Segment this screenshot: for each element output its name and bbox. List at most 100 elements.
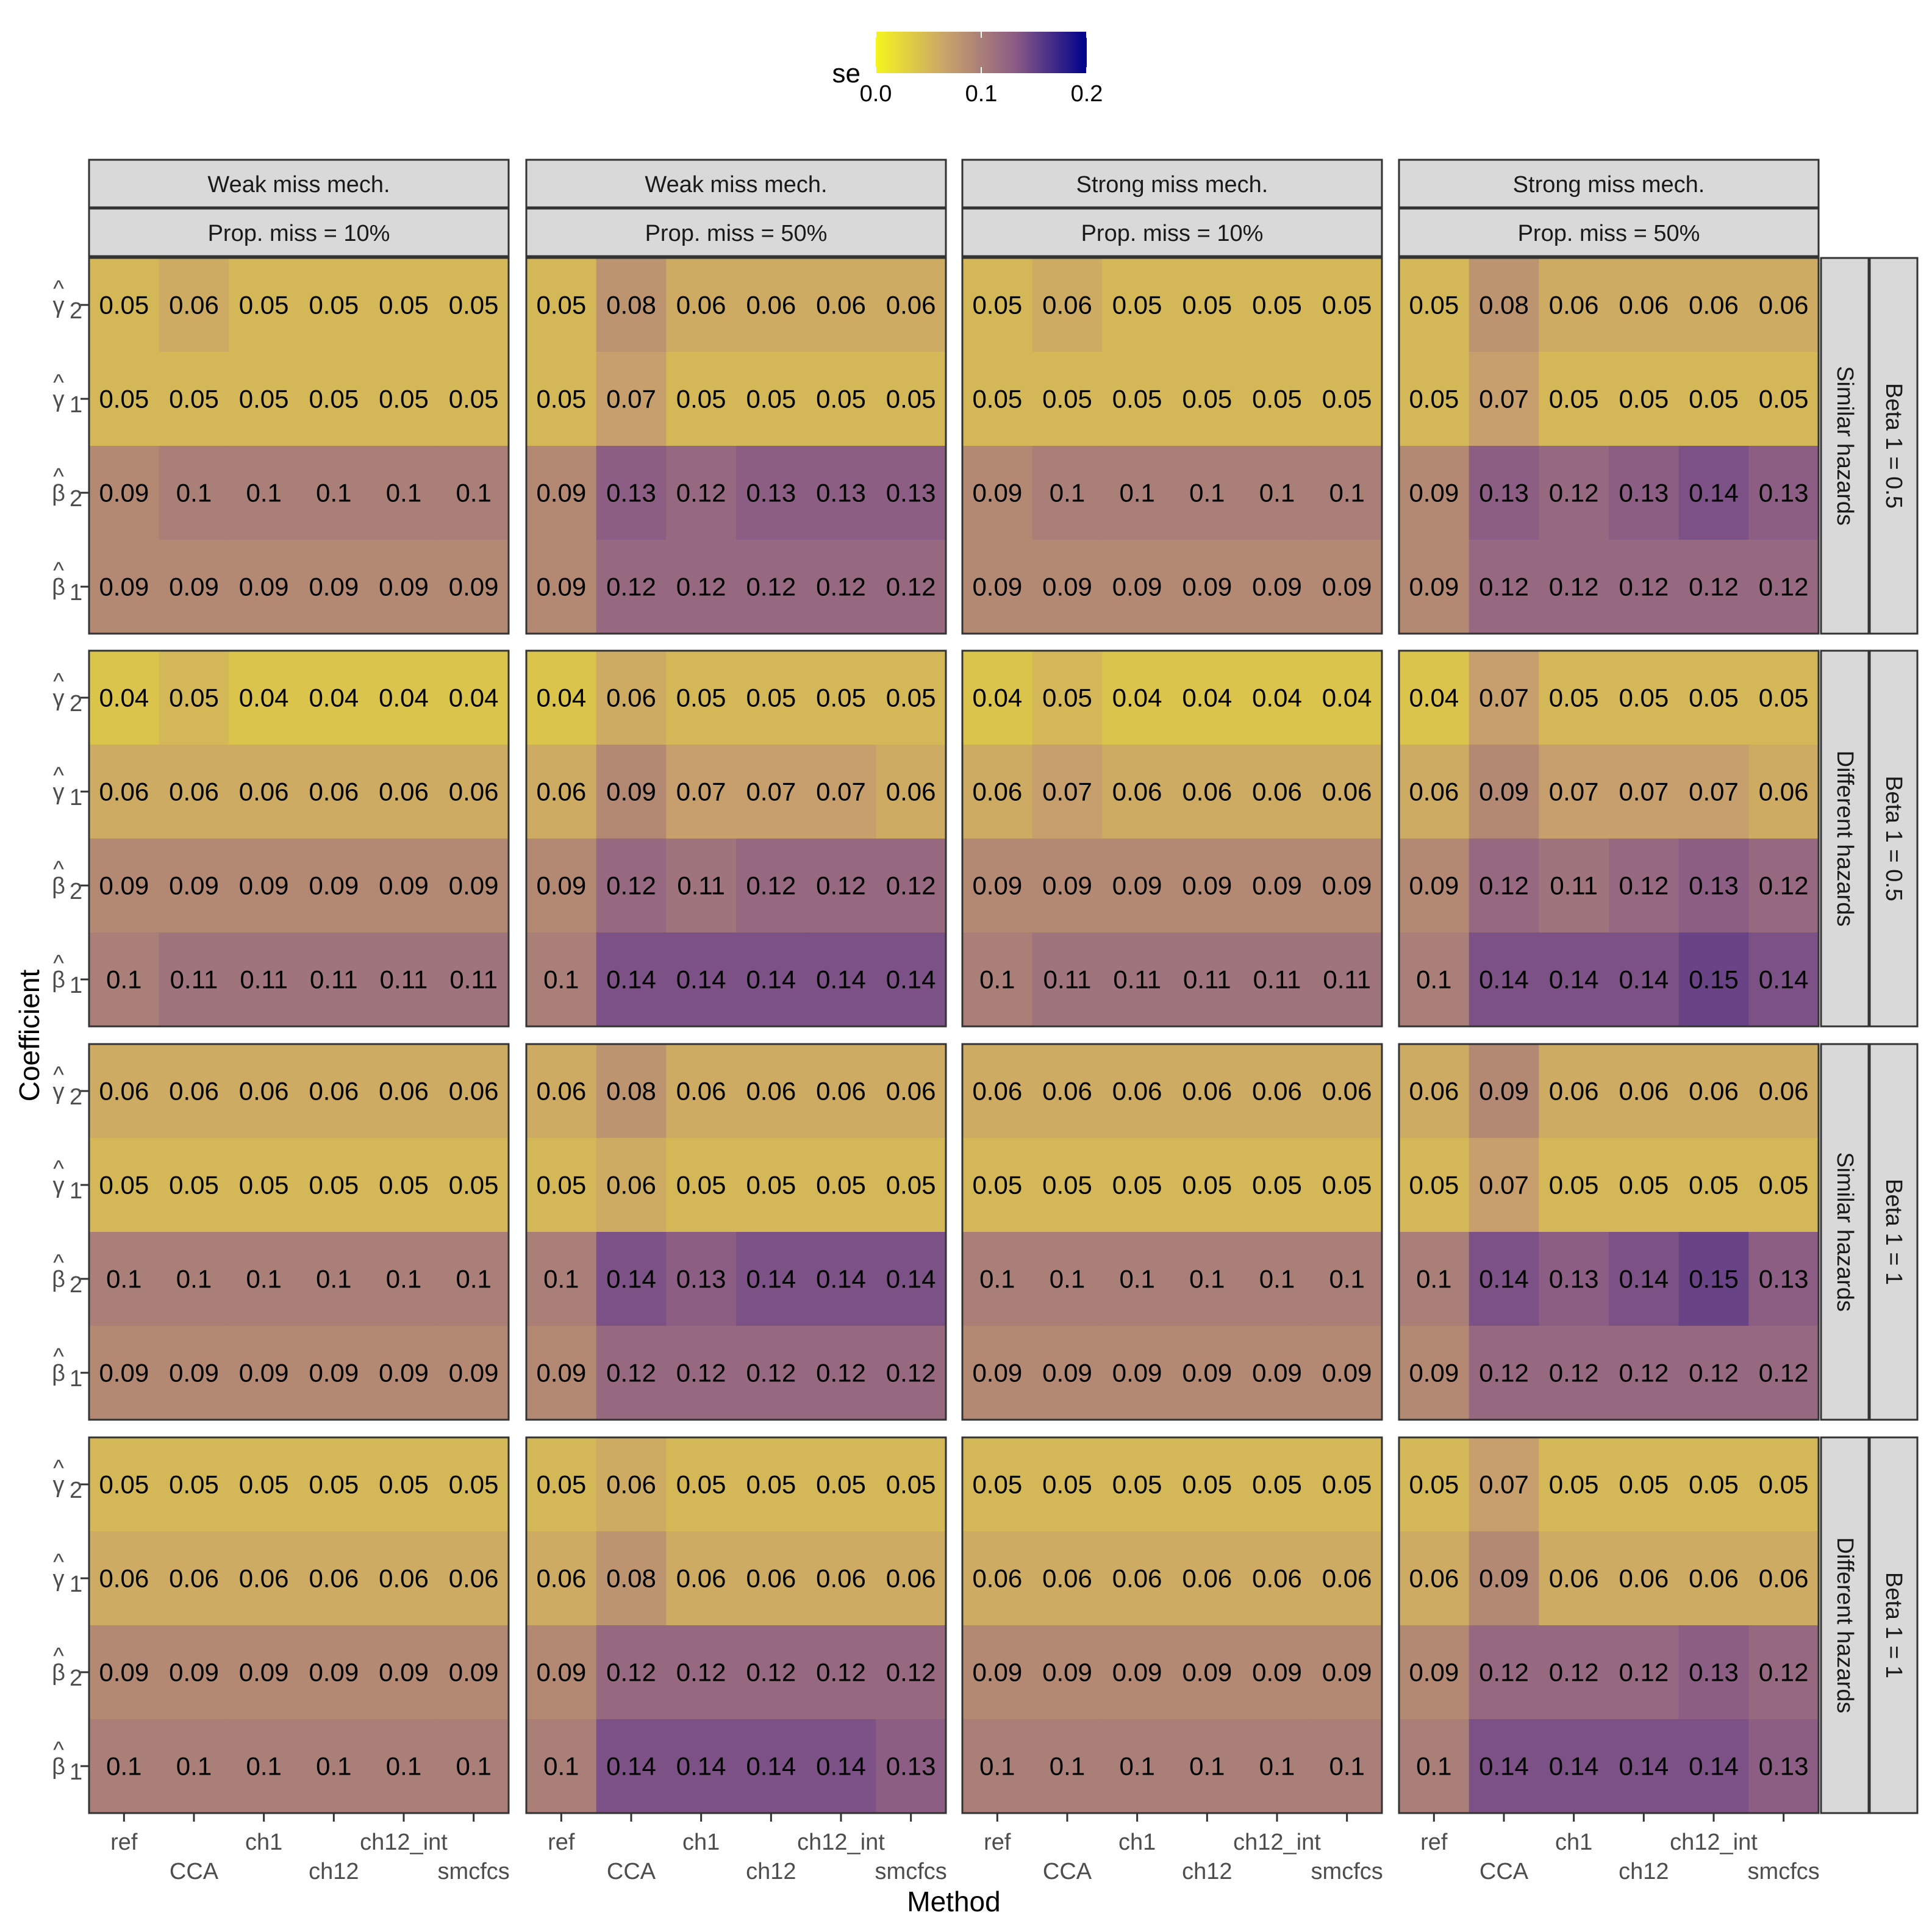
heatmap-cell <box>1678 1719 1749 1814</box>
heatmap-cell <box>1399 1326 1470 1420</box>
y-tick-hat: ^ <box>53 1550 64 1575</box>
cell-value-label: 0.14 <box>1689 1752 1739 1781</box>
cell-value-label: 0.05 <box>309 385 359 413</box>
cell-value-label: 0.05 <box>746 1470 796 1499</box>
cell-value-label: 0.06 <box>1409 778 1459 806</box>
cell-value-label: 0.06 <box>1689 291 1739 320</box>
heatmap-cell <box>1609 1531 1680 1626</box>
heatmap-cell <box>962 352 1033 446</box>
cell-value-label: 0.06 <box>886 291 936 320</box>
heatmap-cell <box>1032 540 1103 634</box>
column-strip-prop-label: Prop. miss = 50% <box>645 221 828 246</box>
heatmap-cell <box>1748 446 1819 540</box>
cell-value-label: 0.05 <box>309 1171 359 1200</box>
cell-value-label: 0.12 <box>1619 1359 1669 1387</box>
heatmap-cell <box>1242 352 1312 446</box>
cell-value-label: 0.12 <box>746 573 796 601</box>
heatmap-panel: 0.06 0.09 0.06 0.06 0.06 0.06 0.05 0.07 0.05 0.05… <box>1398 1043 1820 1421</box>
cell-value-label: 0.14 <box>1619 965 1669 994</box>
cell-value-label: 0.06 <box>1619 291 1669 320</box>
cell-value-label: 0.05 <box>1689 1171 1739 1200</box>
cell-value-label: 0.12 <box>1479 1658 1529 1687</box>
heatmap-cell <box>229 1625 299 1720</box>
heatmap-cell <box>299 651 370 745</box>
heatmap-cell <box>806 1044 876 1139</box>
y-tick-hat: ^ <box>53 1344 64 1370</box>
heatmap-panel: 0.06 0.08 0.06 0.06 0.06 0.06 0.05 0.06 0.05 0.05… <box>525 1043 947 1421</box>
heatmap-cell <box>1172 1625 1243 1720</box>
cell-value-label: 0.05 <box>1759 684 1809 712</box>
cell-value-label: 0.06 <box>1689 1564 1739 1593</box>
heatmap-cell <box>876 1719 946 1814</box>
heatmap-cell <box>229 258 299 352</box>
cell-value-label: 0.06 <box>1112 1564 1162 1593</box>
heatmap-cell <box>159 745 229 839</box>
heatmap-cell <box>1242 258 1312 352</box>
cell-value-label: 0.09 <box>1409 479 1459 507</box>
heatmap-cell <box>806 1437 876 1532</box>
heatmap-cell <box>368 932 439 1027</box>
heatmap-panel: 0.06 0.06 0.06 0.06 0.06 0.06 0.05 0.05 0.05 0.05… <box>88 1043 510 1421</box>
heatmap-cell <box>666 540 737 634</box>
cell-value-label: 0.09 <box>379 1359 429 1387</box>
cell-value-label: 0.09 <box>536 573 586 601</box>
cell-value-label: 0.13 <box>1689 871 1739 900</box>
heatmap-cell <box>806 446 876 540</box>
cell-value-label: 0.05 <box>99 1470 149 1499</box>
x-tick-label: ch12_int <box>1233 1830 1321 1855</box>
heatmap-cell <box>806 352 876 446</box>
cell-value-label: 0.09 <box>1409 1658 1459 1687</box>
x-tick-label: smcfcs <box>1748 1859 1820 1884</box>
cell-value-label: 0.05 <box>972 291 1022 320</box>
y-tick-hat: ^ <box>53 1156 64 1182</box>
cell-value-label: 0.06 <box>676 291 726 320</box>
cell-value-label: 0.09 <box>1322 1658 1372 1687</box>
cell-value-label: 0.05 <box>169 385 219 413</box>
panel-border <box>525 1043 947 1421</box>
heatmap-cell <box>229 352 299 446</box>
heatmap-cell <box>962 1531 1033 1626</box>
heatmap-cell <box>89 1138 160 1233</box>
heatmap-cell <box>1032 1531 1103 1626</box>
cell-value-label: 0.06 <box>746 1077 796 1106</box>
cell-value-label: 0.06 <box>99 778 149 806</box>
cell-value-label: 0.06 <box>1322 1564 1372 1593</box>
heatmap-cell <box>666 1625 737 1720</box>
cell-value-label: 0.07 <box>1479 1171 1529 1200</box>
heatmap-cell <box>1172 1719 1243 1814</box>
y-tick-label: γ <box>53 685 65 711</box>
heatmap-cell <box>1032 932 1103 1027</box>
x-tick-label: ref <box>110 1830 138 1855</box>
heatmap-cell <box>526 1437 597 1532</box>
cell-value-label: 0.09 <box>169 1658 219 1687</box>
column-strip-mech <box>961 159 1383 209</box>
column-strip-prop-label: Prop. miss = 50% <box>1518 221 1700 246</box>
cell-value-label: 0.06 <box>536 1564 586 1593</box>
heatmap-cell <box>1242 839 1312 933</box>
cell-value-label: 0.05 <box>1252 385 1302 413</box>
heatmap-cell <box>806 932 876 1027</box>
cell-value-label: 0.09 <box>449 573 499 601</box>
heatmap-cell <box>1748 352 1819 446</box>
cell-value-label: 0.05 <box>99 291 149 320</box>
cell-value-label: 0.05 <box>169 1470 219 1499</box>
cell-value-label: 0.12 <box>746 871 796 900</box>
heatmap-cell <box>1399 540 1470 634</box>
cell-value-label: 0.13 <box>676 1265 726 1293</box>
heatmap-panels: 0.05 0.06 0.05 0.05 0.05 0.05 0.05 0.05 0.05 0.05… <box>88 257 1820 1814</box>
cell-value-label: 0.06 <box>1112 1077 1162 1106</box>
cell-value-label: 0.07 <box>1479 684 1529 712</box>
heatmap-cell <box>1399 932 1470 1027</box>
heatmap-cell <box>962 932 1033 1027</box>
heatmap-cell <box>596 651 667 745</box>
cell-value-label: 0.09 <box>536 1658 586 1687</box>
cell-value-label: 0.07 <box>1479 385 1529 413</box>
cell-value-label: 0.05 <box>1619 684 1669 712</box>
heatmap-cell <box>1312 1044 1383 1139</box>
row-strip-beta <box>1869 1436 1919 1814</box>
cell-value-label: 0.06 <box>379 778 429 806</box>
heatmap-cell <box>526 1719 597 1814</box>
heatmap-cell <box>962 1232 1033 1326</box>
cell-value-label: 0.09 <box>1252 1658 1302 1687</box>
column-strip-prop <box>1398 207 1820 257</box>
